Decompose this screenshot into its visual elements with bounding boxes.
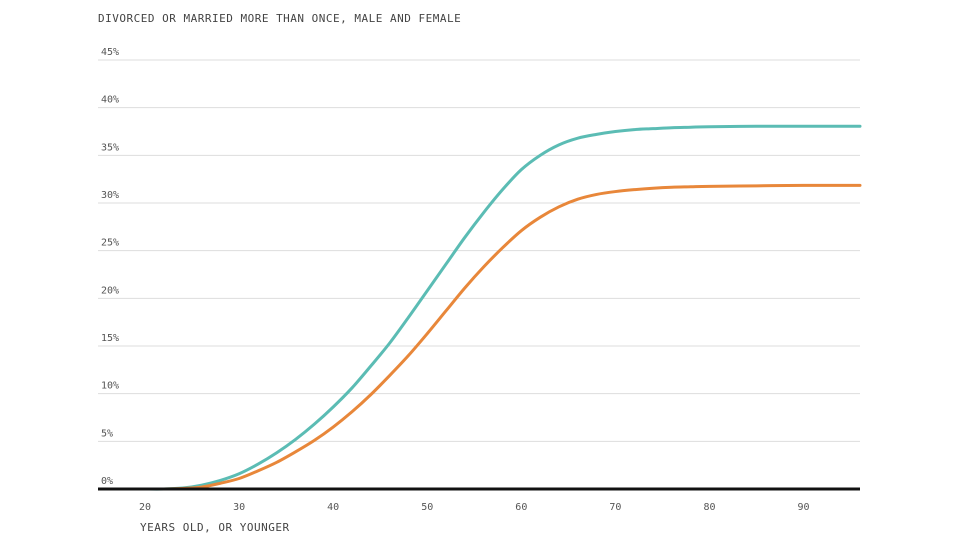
y-tick-label: 25%	[101, 238, 119, 249]
y-tick-label: 20%	[101, 285, 119, 296]
y-tick-label: 30%	[101, 190, 119, 201]
series-line-1	[143, 124, 862, 491]
chart-title: DIVORCED OR MARRIED MORE THAN ONCE, MALE…	[98, 12, 462, 25]
y-tick-label: 10%	[101, 381, 119, 392]
x-tick-label: 80	[703, 502, 715, 513]
y-tick-label: 40%	[101, 95, 119, 106]
x-tick-label: 30	[233, 502, 245, 513]
x-tick-label: 70	[609, 502, 621, 513]
x-tick-label: 90	[798, 502, 810, 513]
y-tick-label: 5%	[101, 428, 113, 439]
data-series	[143, 124, 862, 491]
x-tick-label: 50	[421, 502, 433, 513]
y-tick-label: 35%	[101, 142, 119, 153]
y-tick-label: 15%	[101, 333, 119, 344]
y-axis-tick-labels: 0% 5% 10% 15% 20% 25% 30% 35% 40% 45%	[101, 47, 119, 487]
series-line-2	[143, 183, 862, 491]
x-tick-label: 20	[139, 502, 151, 513]
x-tick-label: 40	[327, 502, 339, 513]
x-axis-tick-labels: 20 30 40 50 60 70 80 90	[139, 502, 810, 513]
x-axis-label: YEARS OLD, OR YOUNGER	[140, 521, 290, 534]
gridlines	[98, 59, 860, 442]
y-tick-label: 45%	[101, 47, 119, 58]
x-tick-label: 60	[515, 502, 527, 513]
y-tick-label: 0%	[101, 476, 113, 487]
